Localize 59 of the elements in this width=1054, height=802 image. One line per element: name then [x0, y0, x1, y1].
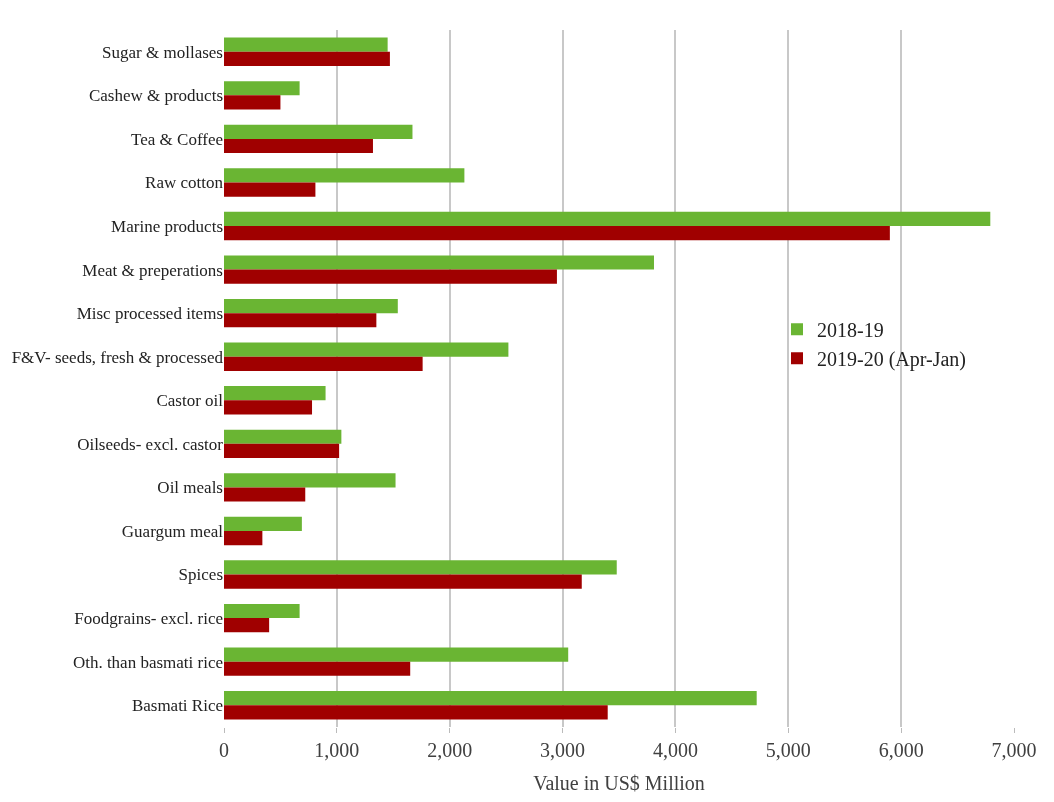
bar — [224, 211, 991, 227]
x-tick-label: 1,000 — [314, 739, 360, 761]
bar — [224, 299, 398, 314]
bar — [224, 95, 281, 110]
bar — [224, 516, 302, 531]
x-tick-label: 5,000 — [765, 739, 811, 761]
bar — [224, 182, 316, 197]
bar — [224, 429, 342, 444]
legend-label: 2018-19 — [817, 318, 884, 341]
bar — [224, 226, 890, 241]
x-tick-label: 4,000 — [652, 739, 698, 761]
y-tick-label: Oth. than basmati rice — [72, 652, 223, 672]
x-tick-label: 0 — [219, 739, 229, 761]
bar — [224, 473, 396, 488]
y-tick-label: Guargum meal — [121, 521, 224, 541]
bar — [224, 647, 569, 662]
legend-label: 2019-20 (Apr-Jan) — [817, 347, 967, 371]
y-tick-label: Foodgrains- excl. rice — [74, 609, 223, 629]
bar — [224, 691, 757, 706]
bar — [224, 443, 340, 458]
bar — [224, 603, 300, 619]
bar — [224, 124, 413, 139]
y-tick-label: F&V- seeds, fresh & processed — [11, 347, 224, 367]
bar — [224, 530, 263, 546]
bar — [224, 560, 617, 575]
bar — [224, 168, 465, 183]
y-tick-label: Sugar & mollases — [102, 42, 223, 62]
y-tick-label: Basmati Rice — [131, 696, 223, 716]
x-tick-label: 7,000 — [991, 739, 1037, 761]
bar — [224, 705, 608, 720]
y-tick-label: Marine products — [111, 216, 223, 236]
y-tick-label: Spices — [178, 565, 223, 585]
y-tick-label: Oilseeds- excl. castor — [77, 434, 224, 454]
x-axis-title: Value in US$ Million — [533, 771, 705, 794]
y-tick-label: Oil meals — [157, 478, 223, 498]
y-tick-label: Cashew & products — [88, 86, 223, 106]
bar — [224, 138, 373, 154]
bar — [224, 81, 300, 96]
y-tick-label: Castor oil — [156, 391, 224, 411]
bar — [224, 269, 557, 284]
y-tick-label: Raw cotton — [145, 173, 224, 193]
y-tick-label: Misc processed items — [76, 304, 223, 324]
bar — [224, 618, 270, 633]
bar — [224, 487, 306, 502]
y-tick-label: Meat & preperations — [82, 260, 223, 280]
bar — [224, 51, 390, 66]
x-tick-label: 2,000 — [427, 739, 473, 761]
y-tick-label: Tea & Coffee — [131, 129, 223, 149]
x-tick-label: 3,000 — [540, 739, 586, 761]
x-tick-label: 6,000 — [878, 739, 924, 761]
bar — [224, 386, 326, 401]
bar — [224, 356, 423, 371]
bar — [224, 313, 377, 328]
bar — [224, 661, 411, 676]
bar — [224, 255, 654, 270]
bar — [224, 342, 509, 357]
bar — [224, 574, 582, 589]
bar — [224, 400, 313, 415]
bar — [224, 37, 388, 52]
